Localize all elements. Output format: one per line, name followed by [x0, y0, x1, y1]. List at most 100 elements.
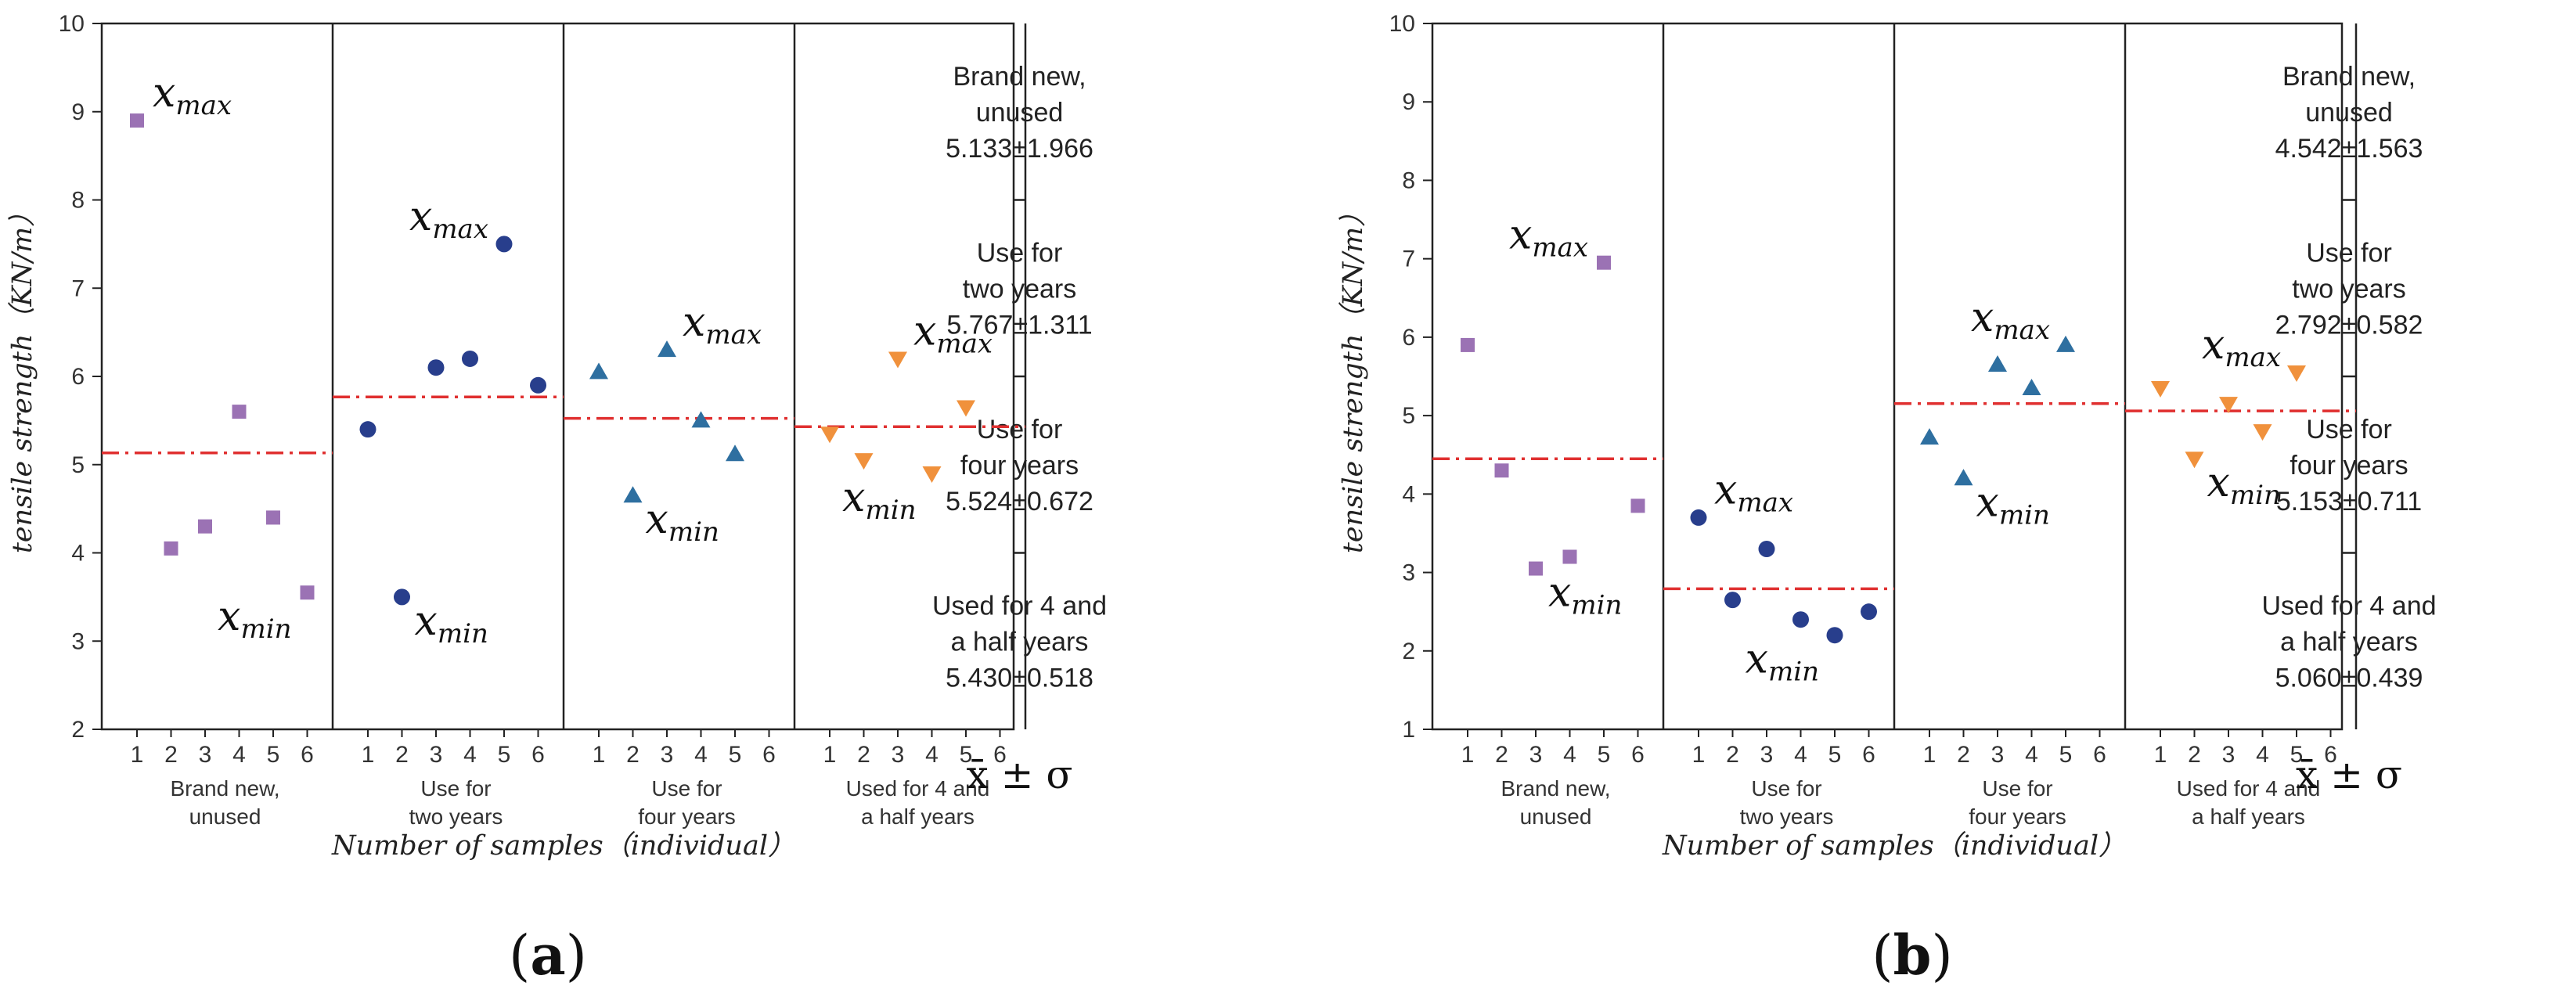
y-tick-label: 6 [71, 364, 85, 390]
stat-line: 5.430±0.518 [946, 663, 1093, 693]
x-tick-label: 4 [925, 742, 939, 768]
data-point [266, 510, 280, 525]
stat-line: 5.767±1.311 [946, 310, 1092, 340]
x-tick-label: 2 [395, 742, 409, 768]
x-tick-label: 4 [2025, 742, 2038, 768]
data-point [530, 376, 546, 394]
data-point [2151, 381, 2170, 398]
data-point [1597, 255, 1611, 270]
y-axis-title: tensile strength（KN/m） [1338, 200, 1369, 553]
group-axis-label: Use for [651, 776, 722, 801]
stat-line: Brand new, [953, 62, 1086, 92]
data-point [2185, 452, 2204, 469]
y-tick-label: 9 [71, 99, 85, 125]
group-axis-label: unused [1520, 804, 1592, 829]
x-min-annotation: xmin [646, 496, 719, 548]
x-tick-label: 3 [1760, 742, 1774, 768]
stat-line: four years [960, 451, 1079, 480]
stat-header: x̄ ± σ [2296, 752, 2402, 797]
x-min-annotation: xmin [1976, 479, 2050, 531]
group-axis-label: Use for [1982, 776, 2052, 801]
x-tick-label: 6 [762, 742, 776, 768]
x-tick-label: 3 [2222, 742, 2236, 768]
group-axis-label: four years [1969, 804, 2066, 829]
subfigure-label: (b) [1872, 923, 1953, 988]
x-axis-title: Number of samples（individual） [331, 830, 795, 862]
x-max-annotation: xmax [1509, 212, 1588, 264]
x-tick-label: 6 [1862, 742, 1875, 768]
y-tick-label: 6 [1402, 325, 1415, 351]
data-point [495, 236, 513, 253]
x-min-annotation: xmin [842, 474, 916, 526]
data-point [623, 486, 643, 503]
stat-line: unused [976, 98, 1064, 128]
group-axis-label: Used for 4 and [846, 776, 990, 801]
x-tick-label: 5 [960, 742, 973, 768]
data-point [1861, 603, 1877, 621]
group-axis-label: four years [638, 804, 736, 829]
x-tick-label: 4 [1563, 742, 1576, 768]
x-tick-label: 1 [131, 742, 144, 768]
data-point [922, 466, 942, 484]
x-tick-label: 1 [823, 742, 837, 768]
data-point [2056, 335, 2075, 352]
x-min-annotation: xmin [415, 598, 488, 650]
subfigure-label: (a) [509, 923, 587, 988]
stat-line: 5.060±0.439 [2275, 663, 2423, 693]
stat-line: Use for [2306, 238, 2392, 268]
data-point [820, 426, 839, 444]
x-min-annotation: xmin [218, 593, 291, 645]
y-tick-label: 2 [1402, 639, 1415, 664]
y-tick-label: 10 [1389, 11, 1415, 37]
data-point [300, 585, 315, 600]
y-tick-label: 10 [59, 11, 85, 37]
stat-line: Use for [2306, 415, 2392, 444]
data-point [130, 113, 144, 128]
x-tick-label: 1 [1461, 742, 1475, 768]
stat-header: x̄ ± σ [966, 752, 1072, 797]
data-point [232, 405, 247, 419]
x-tick-label: 4 [2256, 742, 2269, 768]
y-tick-label: 3 [71, 628, 85, 654]
stat-line: four years [2290, 451, 2408, 480]
x-tick-label: 5 [498, 742, 511, 768]
data-point [427, 359, 445, 376]
x-tick-label: 2 [1726, 742, 1739, 768]
data-point [1724, 592, 1741, 609]
data-point [658, 340, 676, 358]
plot-frame [1431, 22, 2344, 731]
stat-line: 5.524±0.672 [946, 487, 1093, 516]
stat-line: unused [2305, 98, 2393, 128]
data-point [164, 541, 178, 556]
x-tick-label: 5 [2059, 742, 2073, 768]
x-tick-label: 1 [1923, 742, 1937, 768]
group-axis-label: two years [409, 804, 503, 829]
y-tick-label: 5 [1402, 403, 1415, 429]
x-min-annotation: xmin [1746, 636, 1819, 688]
x-tick-label: 1 [1692, 742, 1706, 768]
y-tick-label: 2 [71, 717, 85, 743]
y-tick-label: 5 [71, 452, 85, 478]
data-point [888, 351, 907, 369]
stat-line: 2.792±0.582 [2275, 310, 2423, 340]
data-point [1494, 463, 1509, 478]
data-point [1954, 469, 1973, 486]
group-axis-label: a half years [2192, 804, 2305, 829]
x-tick-label: 3 [1991, 742, 2005, 768]
x-tick-label: 6 [2324, 742, 2337, 768]
x-tick-label: 2 [857, 742, 870, 768]
x-max-annotation: xmax [2202, 322, 2281, 373]
x-tick-label: 5 [1598, 742, 1611, 768]
x-min-annotation: xmin [2207, 459, 2281, 511]
x-tick-label: 2 [2188, 742, 2201, 768]
group-axis-label: Use for [1751, 776, 1821, 801]
data-point [1461, 337, 1475, 352]
x-tick-label: 3 [199, 742, 212, 768]
y-tick-label: 9 [1402, 89, 1415, 115]
data-point [1988, 354, 2007, 372]
x-tick-label: 5 [267, 742, 280, 768]
x-tick-label: 3 [430, 742, 443, 768]
x-tick-label: 6 [993, 742, 1007, 768]
y-tick-label: 8 [71, 188, 85, 214]
